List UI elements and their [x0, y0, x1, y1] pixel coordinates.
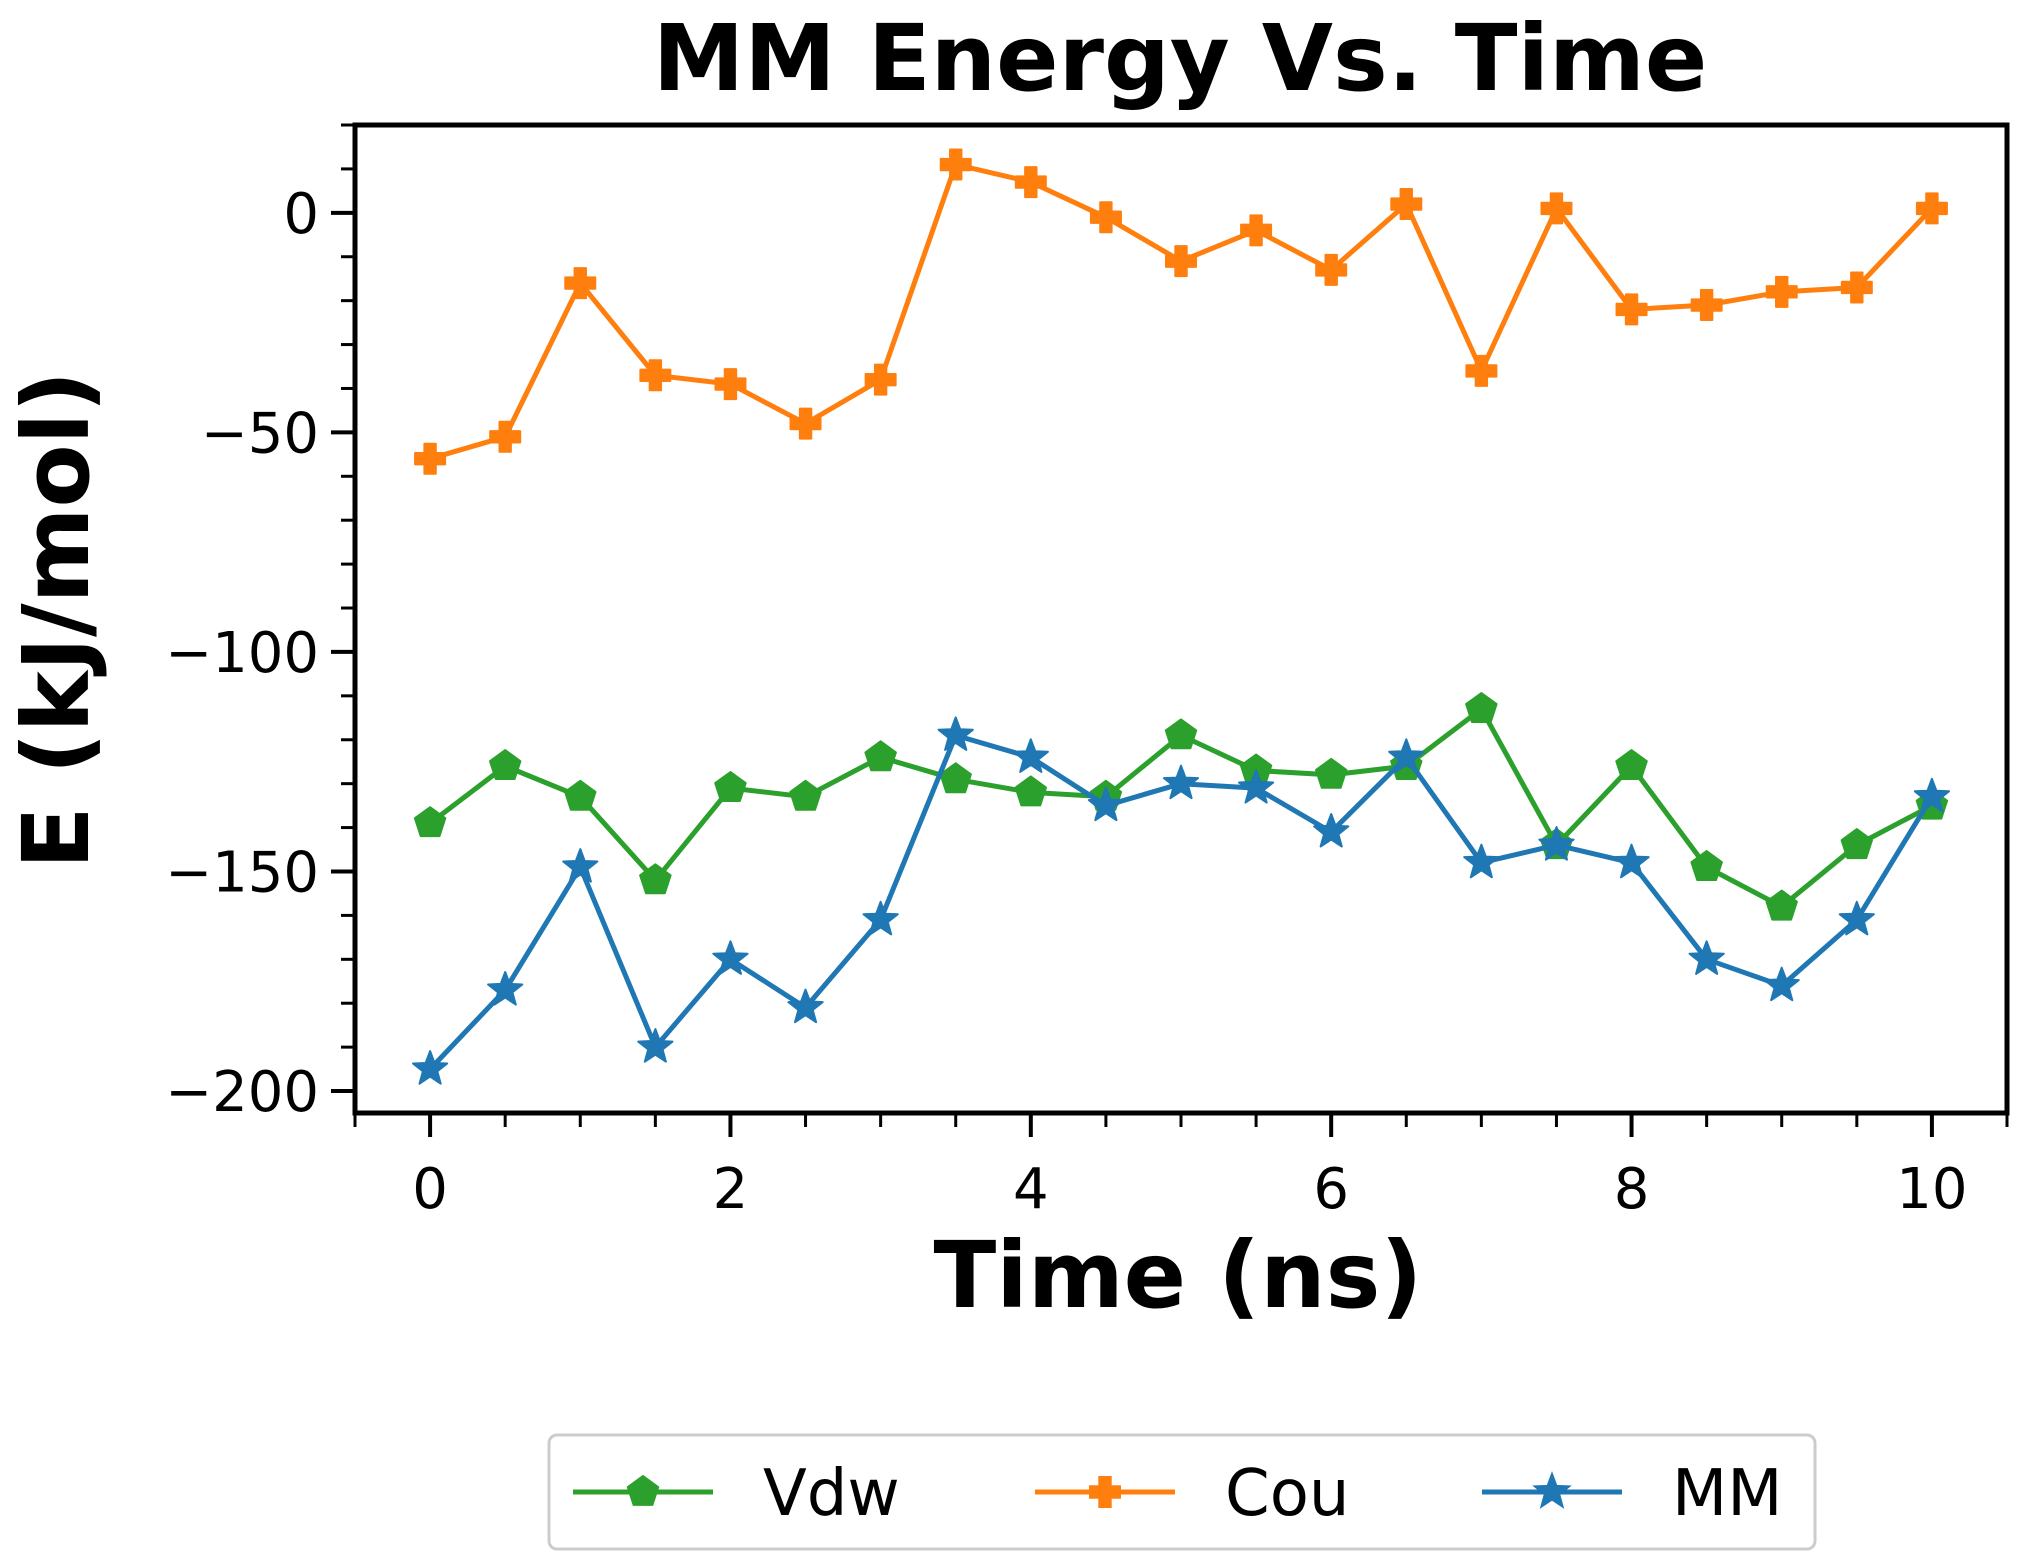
- data-point-vdw: [864, 740, 897, 772]
- data-point-cou: [564, 267, 597, 300]
- data-point-mm: [1538, 826, 1575, 861]
- legend-marker: [1532, 1471, 1572, 1509]
- data-point-cou: [1014, 166, 1047, 199]
- axis-ticks: 0 2 4 6 8 10 0 −50 −100 −150 −200: [165, 123, 2009, 1222]
- y-tick-label: −200: [165, 1060, 319, 1125]
- data-point-mm: [712, 940, 749, 975]
- legend-marker: [1089, 1476, 1121, 1508]
- data-point-mm: [1838, 900, 1875, 936]
- data-point-mm: [1763, 966, 1800, 1002]
- series-cou: [414, 148, 1948, 475]
- legend-entry-vdw: Vdw: [573, 1457, 900, 1531]
- y-axis-label: E (kJ/mol): [3, 371, 110, 870]
- data-point-vdw: [413, 806, 447, 838]
- data-point-mm: [1313, 813, 1350, 848]
- legend-marker: [626, 1474, 660, 1506]
- data-point-vdw: [1615, 749, 1648, 780]
- x-tick-label: 10: [1896, 1157, 1967, 1222]
- y-tick-label: −50: [201, 401, 319, 466]
- data-point-mm: [1238, 769, 1275, 804]
- data-point-cou: [1089, 201, 1122, 234]
- data-point-cou: [864, 363, 897, 396]
- legend-label: MM: [1672, 1457, 1782, 1531]
- legend-box: [547, 1433, 1817, 1551]
- data-point-mm: [412, 1050, 449, 1085]
- data-point-cou: [639, 359, 672, 392]
- x-tick-label: 6: [1313, 1157, 1349, 1222]
- data-point-mm: [1087, 786, 1124, 822]
- y-tick-label: 0: [283, 182, 319, 247]
- x-tick-label: 2: [713, 1157, 749, 1222]
- data-point-mm: [937, 716, 974, 751]
- series-layer: [412, 148, 1950, 1085]
- x-tick-label: 8: [1614, 1157, 1650, 1222]
- data-point-vdw: [789, 779, 822, 811]
- data-point-cou: [1165, 245, 1197, 278]
- data-point-cou: [1840, 271, 1873, 304]
- series-mm: [412, 716, 1950, 1085]
- data-point-cou: [939, 148, 972, 181]
- data-point-mm: [1162, 764, 1200, 800]
- data-point-mm: [1463, 843, 1500, 879]
- plot-frame: [352, 122, 2010, 1116]
- data-point-mm: [1613, 843, 1650, 879]
- data-point-mm: [1388, 738, 1425, 773]
- legend-entry-cou: Cou: [1035, 1457, 1349, 1531]
- data-point-cou: [1765, 275, 1798, 308]
- data-point-mm: [562, 848, 599, 883]
- data-point-vdw: [564, 779, 597, 811]
- data-point-mm: [1012, 738, 1049, 773]
- data-point-cou: [414, 442, 447, 475]
- data-point-cou: [1690, 289, 1723, 322]
- legend-label: Cou: [1225, 1457, 1349, 1531]
- data-point-cou: [1540, 192, 1573, 225]
- x-axis-label: Time (ns): [934, 1222, 1423, 1329]
- data-point-cou: [489, 420, 522, 453]
- data-point-mm: [1913, 777, 1950, 813]
- data-point-cou: [1240, 214, 1273, 247]
- legend-entry-mm: MM: [1482, 1457, 1782, 1531]
- data-point-cou: [1465, 354, 1498, 387]
- data-point-vdw: [1465, 692, 1498, 723]
- data-point-mm: [1688, 940, 1725, 975]
- x-tick-label: 4: [1013, 1157, 1049, 1222]
- data-point-vdw: [489, 749, 522, 780]
- data-point-cou: [1315, 253, 1348, 286]
- data-point-cou: [789, 407, 822, 440]
- chart-title: MM Energy Vs. Time: [653, 5, 1708, 112]
- data-point-mm: [487, 971, 524, 1006]
- data-point-vdw: [1690, 850, 1723, 881]
- data-point-mm: [637, 1028, 674, 1063]
- data-point-cou: [1915, 192, 1948, 225]
- data-point-vdw: [1840, 828, 1873, 860]
- data-point-vdw: [1315, 757, 1348, 789]
- x-tick-label: 0: [412, 1157, 448, 1222]
- data-point-vdw: [714, 771, 747, 802]
- data-point-vdw: [639, 863, 672, 895]
- series-vdw: [413, 692, 1949, 921]
- y-tick-label: −100: [165, 621, 319, 686]
- data-point-mm: [787, 988, 824, 1024]
- legend: Vdw Cou MM: [547, 1433, 1817, 1551]
- data-point-vdw: [1765, 889, 1798, 921]
- data-point-cou: [1615, 293, 1648, 326]
- data-point-mm: [862, 900, 899, 936]
- data-point-cou: [714, 368, 747, 401]
- data-point-vdw: [1164, 718, 1198, 750]
- data-point-vdw: [1014, 775, 1047, 807]
- legend-label: Vdw: [763, 1457, 900, 1531]
- y-tick-label: −150: [165, 840, 319, 905]
- data-point-cou: [1390, 188, 1423, 221]
- y-axis-label-group: E (kJ/mol): [3, 371, 110, 870]
